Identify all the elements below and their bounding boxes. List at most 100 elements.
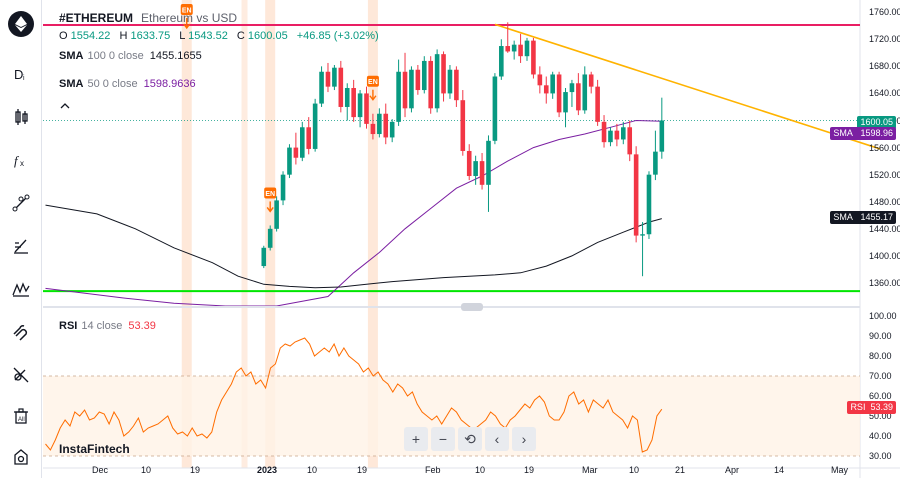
time-tick: 19	[190, 465, 201, 475]
screenshot-icon[interactable]	[5, 441, 37, 473]
chart-area[interactable]: EN EN EN #ETHEREUM Ethereum vs USD O 1554.2…	[43, 0, 900, 478]
zoom-toolbar: + − ⟲ ‹ ›	[404, 427, 536, 451]
rsi-tick: 90.00	[869, 331, 892, 341]
price-tick: 1360.00	[869, 277, 900, 288]
rsi-tick: 40.00	[869, 431, 892, 441]
time-tick: 10	[475, 465, 486, 475]
candle-body	[428, 60, 433, 109]
candle-body	[287, 147, 292, 175]
candle-body	[537, 74, 543, 86]
pane-divider[interactable]	[43, 306, 860, 308]
rsi-params: 14 close	[81, 320, 123, 332]
symbol-name: #ETHEREUM	[59, 11, 134, 25]
sma50-params: 50 0 close	[87, 78, 138, 90]
candle-body	[357, 93, 363, 118]
candle-body	[608, 130, 613, 143]
sma100-badge: SMA 1455.17	[830, 211, 896, 224]
candle-body	[646, 174, 652, 235]
sma50-badge-value: 1598.96	[860, 128, 893, 138]
candle-body	[447, 69, 453, 94]
scroll-back-button[interactable]: ‹	[485, 427, 509, 451]
high-value: 1633.75	[130, 30, 171, 42]
hide-drawings-icon[interactable]	[5, 359, 37, 391]
candle-body	[511, 44, 517, 52]
candle-body	[396, 71, 401, 122]
rsi-tick: 30.00	[869, 451, 892, 461]
candles-icon[interactable]	[5, 101, 37, 133]
zoom-out-button[interactable]: −	[431, 427, 455, 451]
time-tick: 10	[629, 465, 640, 475]
candle-body	[351, 88, 356, 118]
candle-body	[280, 174, 286, 201]
candle-body	[466, 150, 472, 177]
svg-text:f: f	[14, 153, 20, 168]
candle-body	[370, 123, 376, 135]
time-tick: 21	[675, 465, 686, 475]
pane-resize-handle[interactable]	[461, 303, 483, 311]
sma50-line	[45, 119, 662, 307]
candle-body	[653, 151, 658, 175]
candle-body	[344, 88, 350, 107]
event-marker	[180, 4, 193, 15]
candle-body	[518, 44, 523, 57]
draw-line-icon[interactable]	[5, 187, 37, 219]
candle-body	[383, 113, 389, 138]
candle-body	[505, 46, 511, 52]
rsi-tick: 60.00	[869, 391, 892, 401]
event-marker	[264, 187, 277, 199]
rsi-tick: 100.00	[869, 311, 897, 321]
ethereum-logo	[8, 11, 34, 37]
price-tick: 1720.00	[869, 34, 900, 45]
rsi-tick: 70.00	[869, 371, 892, 381]
candle-body	[454, 69, 459, 101]
candle-body	[293, 147, 299, 158]
candle-body	[492, 76, 498, 141]
rsi-legend[interactable]: RSI 14 close 53.39	[59, 320, 156, 332]
event-band	[367, 0, 378, 306]
scroll-forward-button[interactable]: ›	[512, 427, 536, 451]
sma100-legend[interactable]: SMA 100 0 close 1455.1655	[59, 50, 202, 62]
sma50-value: 1598.9636	[143, 78, 196, 90]
candle-body	[402, 71, 408, 109]
rsi-line	[45, 337, 663, 453]
svg-text:D: D	[14, 67, 23, 82]
time-tick: Feb	[425, 465, 441, 475]
candle-body	[640, 234, 645, 236]
sma50-label: SMA	[59, 78, 84, 90]
magnet-icon[interactable]	[5, 316, 37, 348]
close-label: C	[236, 30, 245, 42]
sma100-params: 100 0 close	[87, 50, 144, 62]
symbol-description: Ethereum vs USD	[141, 11, 238, 25]
rsi-tick: 50.00	[869, 411, 892, 421]
sma50-legend[interactable]: SMA 50 0 close 1598.9636	[59, 78, 196, 90]
candle-body	[576, 83, 581, 111]
zoom-in-button[interactable]: +	[404, 427, 428, 451]
event-band	[181, 0, 192, 306]
candle-body	[267, 228, 273, 248]
price-chart-svg[interactable]: EN EN EN	[43, 0, 900, 478]
change-value: +46.85 (+3.02%)	[296, 30, 379, 42]
candle-body	[377, 113, 382, 135]
delete-icon[interactable]: All	[5, 400, 37, 432]
event-band	[265, 0, 276, 306]
collapse-legend-button[interactable]	[59, 100, 71, 112]
fib-tool-icon[interactable]	[5, 230, 37, 262]
ohlc-legend: O 1554.22 H 1633.75 L 1543.52 C 1600.05 …	[59, 30, 385, 42]
sma50-badge: SMA 1598.96	[830, 127, 896, 140]
candle-body	[306, 127, 312, 149]
sma100-badge-value: 1455.17	[860, 212, 893, 222]
patterns-icon[interactable]	[5, 273, 37, 305]
rsi-badge-label: RSI	[850, 402, 866, 412]
candle-body	[473, 161, 478, 177]
price-tick: 1680.00	[869, 61, 900, 72]
event-marker	[366, 75, 379, 87]
price-tick: 1480.00	[869, 196, 900, 207]
candle-body	[415, 69, 421, 91]
time-tick: Dec	[92, 465, 109, 475]
reset-chart-button[interactable]: ⟲	[458, 427, 482, 451]
rsi-badge-value: 53.39	[870, 402, 893, 412]
candle-body	[312, 103, 318, 149]
svg-text:All: All	[18, 417, 25, 423]
